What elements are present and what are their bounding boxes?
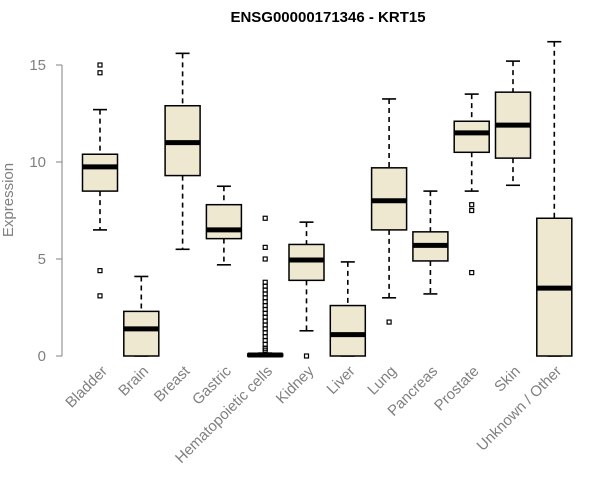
box-bladder (81, 62, 119, 299)
outlier-point (262, 256, 268, 262)
outlier-point (262, 244, 268, 250)
box-liver (329, 261, 367, 357)
box-brain (123, 275, 160, 357)
x-tick-label-bladder: Bladder (62, 363, 111, 412)
box-hematopoietic-cells (246, 215, 284, 358)
chart-title: ENSG00000171346 - KRT15 (230, 9, 425, 26)
box-pancreas (412, 190, 449, 295)
iqr-box (453, 120, 490, 154)
outlier-point (469, 202, 475, 208)
y-tick-label-15: 15 (29, 57, 46, 74)
x-tick-label-kidney: Kidney (273, 362, 318, 407)
y-axis-label: Expression (0, 163, 17, 237)
outlier-point (97, 268, 103, 274)
x-tick-label-liver: Liver (324, 363, 359, 398)
x-tick-label-breast: Breast (151, 362, 194, 405)
box-gastric (205, 185, 243, 266)
outlier-point (97, 62, 103, 68)
boxes-group (81, 40, 573, 359)
outlier-point (262, 215, 268, 221)
outlier-point (469, 269, 475, 276)
box-lung (370, 98, 408, 325)
outlier-point (386, 319, 392, 325)
iqr-box (205, 203, 243, 240)
box-unknown-other (536, 40, 573, 357)
box-breast (164, 52, 201, 251)
box-prostate (453, 93, 490, 276)
iqr-box (329, 304, 367, 357)
x-tick-label-skin: Skin (491, 363, 524, 396)
box-kidney (288, 221, 325, 359)
x-tick-label-brain: Brain (115, 363, 152, 400)
box-skin (494, 60, 532, 187)
iqr-box (123, 310, 160, 357)
iqr-box (81, 153, 119, 192)
y-axis-ticks: 0 5 10 15 (29, 57, 62, 365)
x-tick-label-lung: Lung (364, 363, 400, 399)
outlier-point (303, 353, 310, 359)
x-tick-label-prostate: Prostate (431, 363, 483, 415)
outlier-point (97, 70, 103, 76)
y-tick-label-10: 10 (29, 154, 46, 171)
outlier-point (262, 347, 268, 353)
y-tick-label-5: 5 (38, 251, 46, 268)
y-tick-label-0: 0 (38, 348, 46, 365)
outlier-point (469, 207, 475, 214)
outlier-point (97, 293, 103, 299)
